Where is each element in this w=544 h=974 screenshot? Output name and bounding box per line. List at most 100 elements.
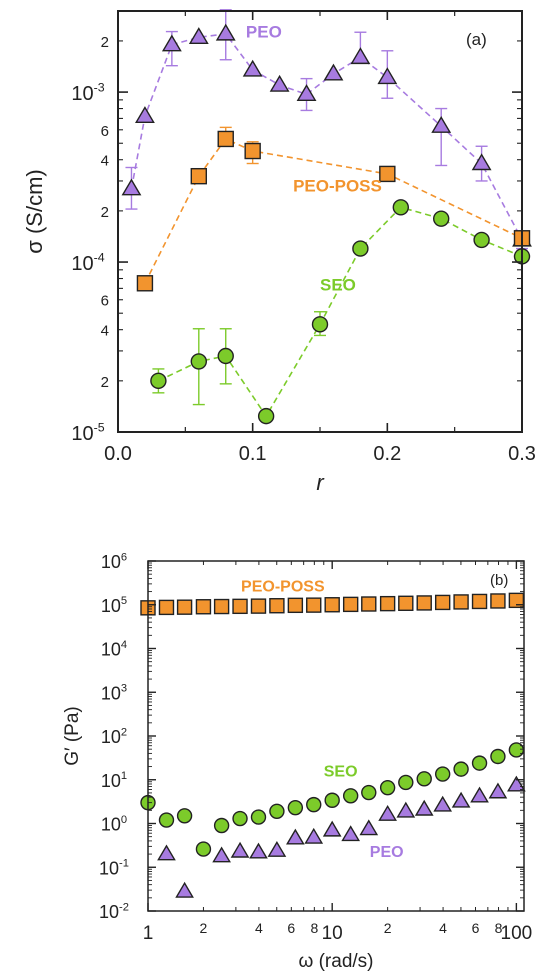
panel-a-seo-point	[257, 407, 275, 425]
panel-a: 0.0 0.1 0.2 0.3 10-5 10-4 10-3 2 4 6 2 4 6 2 (a) r σ …	[22, 9, 536, 495]
panel-a-peo-point	[188, 27, 209, 45]
panel-a-y-minor-label: 2	[101, 34, 109, 51]
panel-b-x-axis-label: ω (rad/s)	[298, 951, 373, 972]
panel-a-y-axis-label: σ (S/cm)	[22, 169, 47, 253]
panel-a-x-tick-label: 0.2	[373, 443, 401, 465]
panel-b-x-minor-label: 6	[472, 920, 480, 936]
panel-b-peo-poss-point	[434, 594, 451, 611]
panel-b-peo-point	[488, 782, 508, 799]
panel-b-seo-point	[232, 810, 248, 827]
panel-a-peo-point	[323, 63, 344, 81]
panel-a-series-annotation: PEO	[246, 22, 282, 41]
panel-b-peo-poss-point	[176, 599, 193, 615]
panel-b-y-tick-label: 101	[101, 770, 127, 791]
panel-b-seo-point	[342, 788, 359, 804]
panel-a-seo-point	[150, 372, 167, 390]
panel-a-peo-point	[121, 178, 142, 196]
panel-a-y-minor-label: 2	[101, 204, 109, 221]
panel-a-peo-point	[471, 153, 492, 171]
panel-a-peo-poss-point	[217, 130, 234, 148]
panel-b-peo-poss-point	[232, 598, 248, 615]
panel-b-peo-poss-point	[398, 595, 414, 611]
panel-a-y-tick-label: 10-3	[71, 81, 104, 105]
panel-b-peo-poss-point	[453, 594, 469, 610]
panel-b-x-minor-label: 4	[255, 920, 263, 936]
panel-b-series	[140, 592, 526, 898]
panel-a-seo-point	[433, 210, 450, 227]
panel-a-peo-point	[296, 84, 317, 102]
panel-a-peo-line	[130, 33, 523, 241]
panel-b-peo-poss-point	[195, 599, 212, 615]
panel-b-series-annotation: PEO	[370, 844, 404, 861]
panel-a-seo-point	[352, 240, 369, 257]
panel-b-peo-point	[286, 828, 305, 845]
panel-b-y-tick-label: 105	[101, 595, 127, 616]
panel-a-y-tick-label: 10-4	[71, 251, 104, 275]
panel-b-seo-point	[158, 812, 175, 828]
panel-b-peo-point	[212, 846, 231, 863]
panel-b-peo-poss-point	[250, 598, 267, 614]
panel-b-series-annotation: SEO	[324, 763, 358, 780]
panel-a-seo-point	[473, 231, 490, 249]
panel-a-peo-poss-line	[144, 137, 523, 284]
panel-b-peo-point	[230, 841, 250, 858]
panel-b-x-tick-label: 1	[143, 923, 154, 944]
panel-a-peo-point	[377, 67, 398, 85]
panel-a-seo-point	[190, 353, 208, 370]
panel-a-series	[121, 9, 532, 425]
panel-a-seo-point	[392, 199, 409, 216]
panel-b-peo-poss-point	[490, 593, 506, 609]
panel-b-peo-point	[451, 791, 471, 808]
panel-b-y-tick-label: 102	[101, 726, 127, 747]
panel-a-peo-point	[135, 106, 155, 124]
panel-a-series-annotation: PEO-POSS	[293, 177, 382, 196]
panel-a-peo-poss-point	[190, 167, 208, 185]
panel-a-peo-point	[242, 59, 263, 77]
panel-a-x-axis-label: r	[316, 470, 325, 495]
panel-b-peo-point	[341, 825, 361, 842]
panel-b-peo-poss-point	[324, 597, 340, 613]
panel-a-seo-point	[217, 347, 234, 365]
panel-b-peo-poss-point	[379, 595, 396, 612]
panel-a-peo-poss-point	[136, 275, 154, 292]
panel-a-peo-point	[269, 74, 290, 92]
panel-a-series-annotation: SEO	[320, 276, 356, 295]
panel-a-annotations: PEO PEO-POSS SEO	[246, 22, 382, 294]
panel-b-seo-point	[250, 809, 267, 825]
panel-b-peo-point	[322, 820, 342, 837]
panel-b-peo-poss-point	[306, 597, 322, 613]
panel-b-peo-poss-point	[213, 598, 230, 615]
panel-b-x-minor-label: 4	[439, 920, 447, 936]
panel-a-peo-point	[161, 34, 182, 52]
panel-a-axes-frame	[117, 10, 523, 433]
panel-a-seo-point	[311, 316, 329, 333]
panel-b-seo-point	[471, 755, 488, 771]
panel-a-peo-point	[431, 115, 452, 133]
panel-b-x-minor-label: 8	[310, 920, 318, 936]
panel-b-series-annotation: PEO-POSS	[241, 579, 325, 596]
panel-b-seo-point	[379, 779, 396, 796]
panel-b-x-tick-label: 10	[322, 923, 343, 944]
panel-b-peo-point	[267, 840, 287, 857]
panel-b-peo-poss-point	[471, 593, 488, 610]
panel-b-seo-point	[324, 792, 340, 808]
panel-b-seo-point	[213, 817, 230, 834]
panel-b-peo-point	[175, 881, 194, 898]
panel-a-label: (a)	[466, 30, 487, 49]
panel-b-seo-point	[361, 784, 377, 801]
panel-b-x-minor-label: 6	[287, 920, 295, 936]
panel-b-peo-poss-point	[269, 598, 285, 614]
panel-b-y-tick-label: 10-1	[99, 858, 129, 879]
panel-b-seo-point	[306, 796, 322, 813]
panel-b-label: (b)	[490, 572, 508, 589]
panel-b-peo-point	[470, 786, 489, 803]
panel-a-peo-poss-point	[379, 165, 396, 183]
panel-b-seo-point	[287, 799, 304, 816]
panel-b-peo-point	[249, 842, 268, 859]
panel-a-seo-line	[158, 206, 523, 418]
panel-b-seo-point	[176, 808, 193, 824]
panel-b-peo-poss-point	[342, 596, 359, 613]
